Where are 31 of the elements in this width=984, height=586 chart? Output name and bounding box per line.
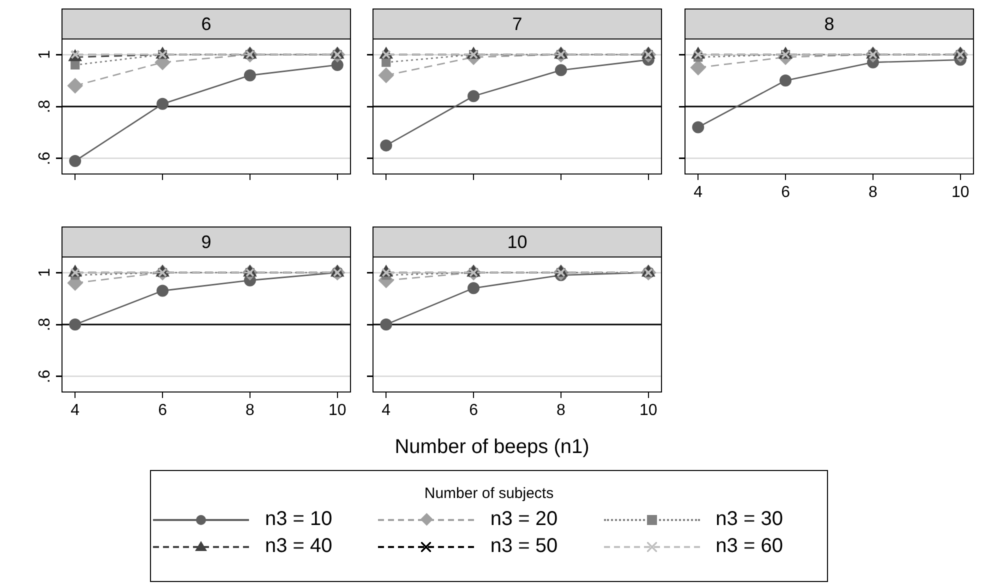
y-tick-label: .6 (36, 370, 54, 384)
legend-label: n3 = 40 (265, 535, 332, 558)
x-axis-title: Number of beeps (n1) (394, 436, 590, 459)
x-tick-label: 8 (556, 402, 566, 420)
y-tick-label: 1 (36, 50, 54, 60)
y-tick-label: 1 (36, 268, 54, 278)
legend-label: n3 = 10 (265, 508, 332, 531)
legend-label: n3 = 20 (490, 508, 558, 531)
x-tick-label: 8 (868, 184, 878, 202)
y-tick-label: .6 (36, 152, 54, 166)
x-tick-label: 6 (469, 402, 478, 420)
chart-title: 8 (824, 14, 834, 34)
x-tick-label: 10 (328, 402, 346, 420)
x-tick-label: 4 (382, 402, 391, 420)
x-tick-label: 4 (694, 184, 703, 202)
x-tick-label: 6 (158, 402, 168, 420)
chart-title: 9 (201, 232, 212, 252)
x-tick-label: 10 (951, 184, 970, 202)
y-tick-label: .8 (36, 318, 54, 332)
chart-title: 10 (507, 232, 528, 252)
x-tick-label: 10 (639, 402, 658, 420)
x-tick-label: 4 (70, 402, 80, 420)
legend-title: Number of subjects (423, 485, 555, 502)
x-tick-label: 6 (781, 184, 790, 202)
legend-label: n3 = 60 (716, 535, 783, 558)
y-tick-label: .8 (36, 100, 54, 114)
x-tick-label: 8 (246, 402, 255, 420)
legend-label: n3 = 50 (490, 535, 558, 558)
chart-title: 6 (201, 14, 212, 34)
legend-label: n3 = 30 (716, 508, 783, 531)
chart-title: 7 (512, 14, 522, 34)
